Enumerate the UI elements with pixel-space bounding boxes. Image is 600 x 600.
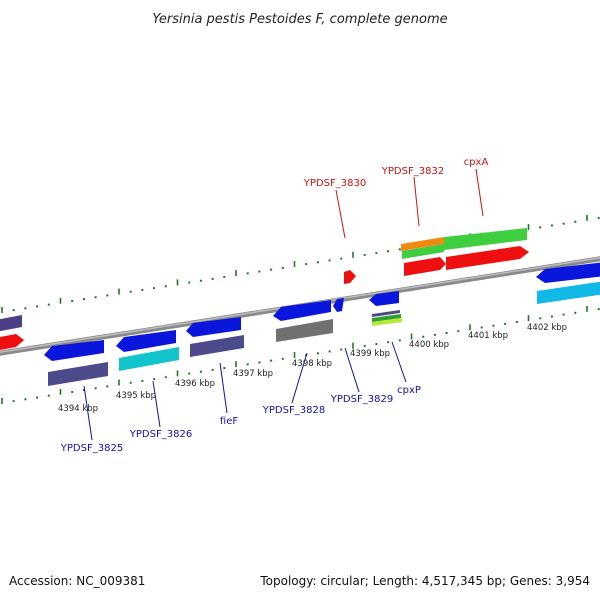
leader-cpxp [391, 341, 407, 383]
leader-ypdsf-3825 [83, 385, 93, 441]
upper-tick-track [1, 214, 600, 313]
gene-bar-fief [190, 335, 244, 357]
lower-tick-track [1, 305, 600, 404]
leader-ypdsf-3832 [413, 176, 420, 227]
kbp-label: 4402 kbp [527, 323, 567, 333]
gene-bar-right-edge [537, 281, 600, 304]
gene-labels: YPDSF_3830 YPDSF_3832 cpxA YPDSF_3825 YP… [60, 157, 489, 454]
gene-arrow-ypdsf-3825[interactable] [44, 340, 104, 361]
gene-arrow-ypdsf-3830[interactable] [344, 270, 356, 284]
gene-label-fief[interactable]: fieF [220, 416, 238, 427]
kbp-label: 4398 kbp [292, 359, 332, 369]
gene-bar-ypdsf-3826 [119, 347, 179, 371]
kbp-label: 4399 kbp [350, 349, 390, 359]
kbp-label: 4397 kbp [233, 369, 273, 379]
gene-bar-ypdsf-3828 [276, 319, 333, 342]
gene-bar-ypdsf-3832-orange [401, 237, 444, 251]
gene-bar-ypdsf-3825 [48, 362, 108, 386]
gene-arrow-ypdsf-3826[interactable] [116, 330, 176, 352]
gene-arrow-right-edge[interactable] [536, 262, 600, 283]
forward-strand-genes[interactable] [0, 228, 529, 351]
gene-bar-cpxp-3 [372, 318, 402, 326]
kbp-label: 4400 kbp [409, 340, 449, 350]
gene-bar-cpxp-1 [372, 310, 400, 317]
leader-fief [219, 362, 228, 414]
gene-label-ypdsf-3832[interactable]: YPDSF_3832 [381, 166, 444, 177]
gene-label-ypdsf-3830[interactable]: YPDSF_3830 [303, 178, 366, 189]
leader-ypdsf-3826 [152, 380, 161, 428]
gene-bar-cpxp-2 [372, 314, 401, 322]
gene-arrow-left-edge-top[interactable] [0, 315, 22, 332]
gene-arrow-cpxa[interactable] [446, 246, 529, 270]
kbp-label: 4396 kbp [175, 379, 215, 389]
leader-ypdsf-3829 [344, 347, 360, 393]
gene-label-cpxa[interactable]: cpxA [464, 157, 489, 168]
gene-bar-ypdsf-3832-green [402, 244, 444, 259]
gene-arrow-ypdsf-3828[interactable] [273, 300, 331, 321]
kbp-label: 4394 kbp [58, 404, 98, 414]
kbp-labels: 4394 kbp 4395 kbp 4396 kbp 4397 kbp 4398… [58, 323, 567, 414]
kbp-label: 4395 kbp [116, 391, 156, 401]
gene-label-ypdsf-3829[interactable]: YPDSF_3829 [330, 394, 393, 405]
gene-label-ypdsf-3826[interactable]: YPDSF_3826 [129, 429, 192, 440]
gene-arrow-left-edge-red[interactable] [0, 334, 24, 351]
gene-arrow-ypdsf-3829[interactable] [333, 298, 344, 312]
gene-label-cpxp[interactable]: cpxP [397, 385, 421, 396]
gene-arrow-fief[interactable] [186, 317, 241, 337]
map-title: Yersinia pestis Pestoides F, complete ge… [152, 12, 447, 27]
gene-arrow-ypdsf-3832[interactable] [404, 257, 446, 276]
gene-bar-cpxa-green [444, 228, 527, 250]
leader-cpxa [475, 168, 484, 217]
leader-ypdsf-3828 [291, 352, 308, 404]
topology-text: Topology: circular; Length: 4,517,345 bp… [260, 574, 590, 588]
gene-label-ypdsf-3828[interactable]: YPDSF_3828 [262, 405, 325, 416]
label-leader-lines [83, 168, 484, 441]
accession-text: Accession: NC_009381 [9, 574, 146, 588]
reverse-strand-genes [0, 262, 600, 386]
gene-label-ypdsf-3825[interactable]: YPDSF_3825 [60, 443, 123, 454]
kbp-label: 4401 kbp [468, 331, 508, 341]
leader-ypdsf-3830 [335, 189, 346, 239]
gene-arrow-cpxp[interactable] [369, 291, 399, 306]
